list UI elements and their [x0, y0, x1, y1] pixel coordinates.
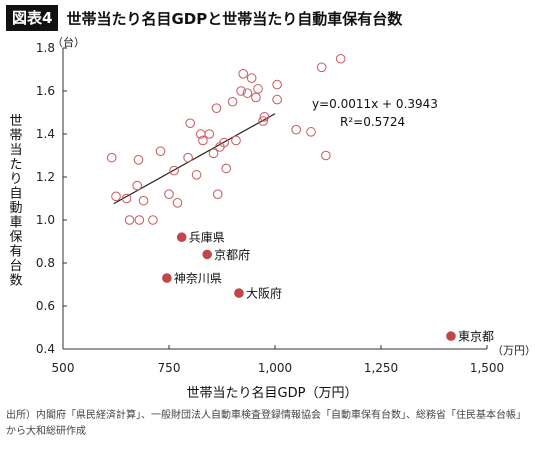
scatter-point	[183, 152, 193, 163]
scatter-point	[316, 62, 327, 73]
trend-r2: R²=0.5724	[340, 115, 405, 129]
scatter-point	[208, 148, 219, 159]
x-tick-label: 1,250	[364, 361, 398, 375]
scatter-point	[242, 88, 253, 98]
scatter-point	[198, 135, 208, 146]
scatter-point	[258, 116, 268, 126]
x-tick-label: 1,000	[258, 361, 292, 375]
x-tick-label: 750	[158, 361, 181, 375]
highlighted-point	[202, 249, 212, 260]
tick-labels: 0.4 0.6 0.8 1.0 1.2 1.4 1.6 1.8 500 750 1,000 1,250…	[36, 41, 504, 375]
highlighted-point-label: 京都府	[214, 247, 250, 262]
y-tick-label: 0.4	[36, 342, 55, 356]
y-axis-label-char: 自	[9, 186, 22, 201]
data-points	[106, 53, 346, 225]
scatter-point	[121, 193, 132, 204]
highlighted-point-label: 兵庫県	[189, 231, 225, 245]
highlighted-point	[162, 273, 172, 283]
scatter-point	[306, 127, 316, 137]
y-axis-label-char: 当	[9, 143, 22, 158]
chart-title: 世帯当たり名目GDPと世帯当たり自動車保有台数	[66, 9, 403, 28]
scatter-point	[246, 73, 257, 83]
scatter-point	[291, 124, 302, 135]
y-axis-label-char: 台	[9, 259, 22, 274]
highlighted-point-label: 大阪府	[246, 286, 282, 301]
scatter-point	[204, 129, 215, 139]
x-tick-label: 1,500	[470, 361, 504, 375]
y-axis-label-char: り	[9, 172, 22, 187]
highlighted-point	[176, 232, 187, 242]
axes	[62, 47, 488, 350]
y-axis-label-char: 帯	[9, 128, 22, 143]
scatter-point	[191, 170, 202, 180]
scatter-point	[138, 195, 149, 206]
scatter-point	[212, 189, 223, 199]
scatter-point	[238, 69, 248, 79]
scatter-point	[106, 152, 117, 163]
y-axis-label-char: 世	[9, 114, 22, 129]
scatter-point	[231, 135, 241, 146]
scatter-point	[132, 180, 142, 191]
scatter-point	[272, 94, 282, 105]
scatter-point	[148, 215, 158, 225]
highlighted-point-label: 神奈川県	[174, 272, 222, 286]
source-line-1: 出所）内閣府「県民経済計算」、一般財団法人自動車検査登録情報協会「自動車保有台数…	[6, 410, 526, 421]
scatter-point	[251, 92, 261, 103]
y-tick-label: 1.4	[36, 127, 55, 141]
y-tick-label: 0.6	[36, 299, 55, 313]
y-tick-label: 1.6	[36, 84, 55, 98]
scatter-point	[164, 189, 174, 199]
y-tick-label: 1.8	[36, 41, 55, 55]
scatter-point	[172, 198, 183, 208]
x-axis-label: 世帯当たり名目GDP（万円）	[187, 385, 358, 401]
figure-badge: 図表4	[6, 5, 59, 31]
highlighted-point	[234, 288, 244, 298]
highlighted-point	[446, 331, 456, 341]
scatter-point	[219, 137, 229, 148]
scatter-point	[155, 146, 166, 156]
scatter-point	[227, 96, 238, 107]
scatter-point	[133, 155, 144, 165]
y-axis-label-char: 有	[9, 244, 22, 259]
y-axis-label-char: 保	[9, 230, 22, 245]
scatter-point	[111, 191, 121, 202]
y-tick-label: 1.0	[36, 213, 55, 227]
y-axis-label-char: 数	[9, 273, 22, 288]
y-axis-label-char: 車	[9, 215, 22, 230]
y-axis-label-char: 動	[9, 201, 22, 216]
y-axis-label: 世帯当たり自動車保有台数	[9, 114, 22, 289]
scatter-point	[272, 79, 282, 90]
scatter-point	[124, 215, 135, 225]
y-unit-label: （台）	[52, 35, 85, 49]
x-unit-label: （万円）	[492, 344, 535, 357]
scatter-point	[134, 215, 145, 225]
x-tick-label: 500	[52, 361, 75, 375]
source-line-2: から大和総研作成	[6, 426, 86, 437]
scatter-point	[211, 103, 222, 113]
trend-equation: y=0.0011x + 0.3943	[312, 97, 438, 111]
scatter-point	[185, 118, 195, 129]
scatter-point	[236, 86, 246, 96]
scatter-point	[169, 165, 179, 176]
y-tick-label: 1.2	[36, 170, 55, 184]
scatter-point	[321, 150, 331, 161]
scatter-point	[335, 53, 346, 64]
scatter-point	[259, 112, 270, 122]
figure-header: 図表4 世帯当たり名目GDPと世帯当たり自動車保有台数	[6, 4, 402, 32]
scatter-point	[221, 163, 232, 174]
source-note: 出所）内閣府「県民経済計算」、一般財団法人自動車検査登録情報協会「自動車保有台数…	[6, 408, 530, 440]
scatter-chart: 0.4 0.6 0.8 1.0 1.2 1.4 1.6 1.8 500 750 1,000 1,250…	[9, 35, 535, 401]
scatter-point	[253, 84, 263, 94]
y-tick-label: 0.8	[36, 256, 55, 270]
y-axis-label-char: た	[9, 157, 22, 172]
highlighted-point-label: 東京都	[458, 330, 494, 344]
